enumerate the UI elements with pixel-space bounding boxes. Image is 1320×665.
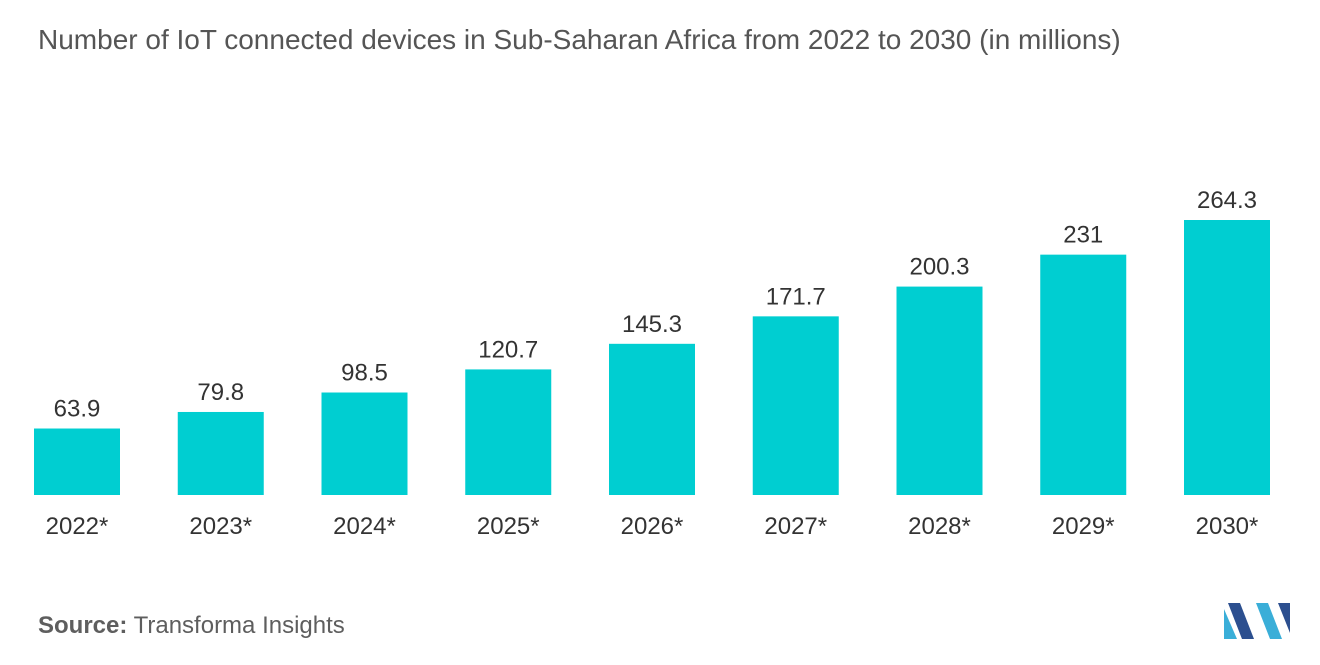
logo-mid-shape	[1228, 603, 1254, 639]
source-text: Transforma Insights	[133, 612, 345, 639]
bar-2022	[34, 428, 120, 495]
source-note: Source: Transforma Insights	[38, 612, 345, 640]
data-label-2023: 79.8	[197, 379, 244, 406]
bar-2023	[177, 411, 264, 495]
data-label-2026: 145.3	[622, 311, 682, 338]
bar-chart: 63.9 2022* 79.8 2023* 98.5 2024* 120.7 2025* 145…	[34, 187, 1270, 540]
logo-end-shape	[1278, 603, 1290, 633]
data-label-2030: 264.3	[1197, 187, 1257, 214]
chart-title: Number of IoT connected devices in Sub-S…	[38, 24, 1121, 55]
bar-2025	[465, 369, 552, 495]
data-label-2022: 63.9	[54, 396, 101, 423]
logo-right-shape	[1256, 603, 1282, 639]
x-tick-label-2023: 2023*	[189, 513, 252, 540]
bar-2030	[1184, 220, 1270, 495]
x-tick-label-2025: 2025*	[477, 513, 540, 540]
bar-2026	[609, 343, 695, 495]
source-label: Source:	[38, 612, 128, 639]
data-label-2027: 171.7	[766, 283, 826, 310]
data-label-2024: 98.5	[341, 360, 388, 387]
x-tick-label-2024: 2024*	[333, 513, 396, 540]
x-tick-label-2022: 2022*	[46, 513, 109, 540]
logo-left-shape	[1224, 609, 1237, 639]
mordor-intelligence-logo-icon	[1224, 603, 1290, 639]
x-tick-label-2026: 2026*	[621, 513, 684, 540]
x-tick-label-2027: 2027*	[764, 513, 827, 540]
x-tick-label-2029: 2029*	[1052, 513, 1115, 540]
bar-2024	[321, 392, 408, 495]
data-label-2028: 200.3	[909, 254, 969, 281]
data-label-2029: 231	[1063, 222, 1103, 249]
x-tick-label-2030: 2030*	[1196, 513, 1259, 540]
data-label-2025: 120.7	[478, 336, 538, 363]
bar-2027	[752, 316, 839, 495]
bar-2029	[1040, 254, 1127, 495]
x-tick-label-2028: 2028*	[908, 513, 971, 540]
bar-2028	[896, 286, 983, 495]
